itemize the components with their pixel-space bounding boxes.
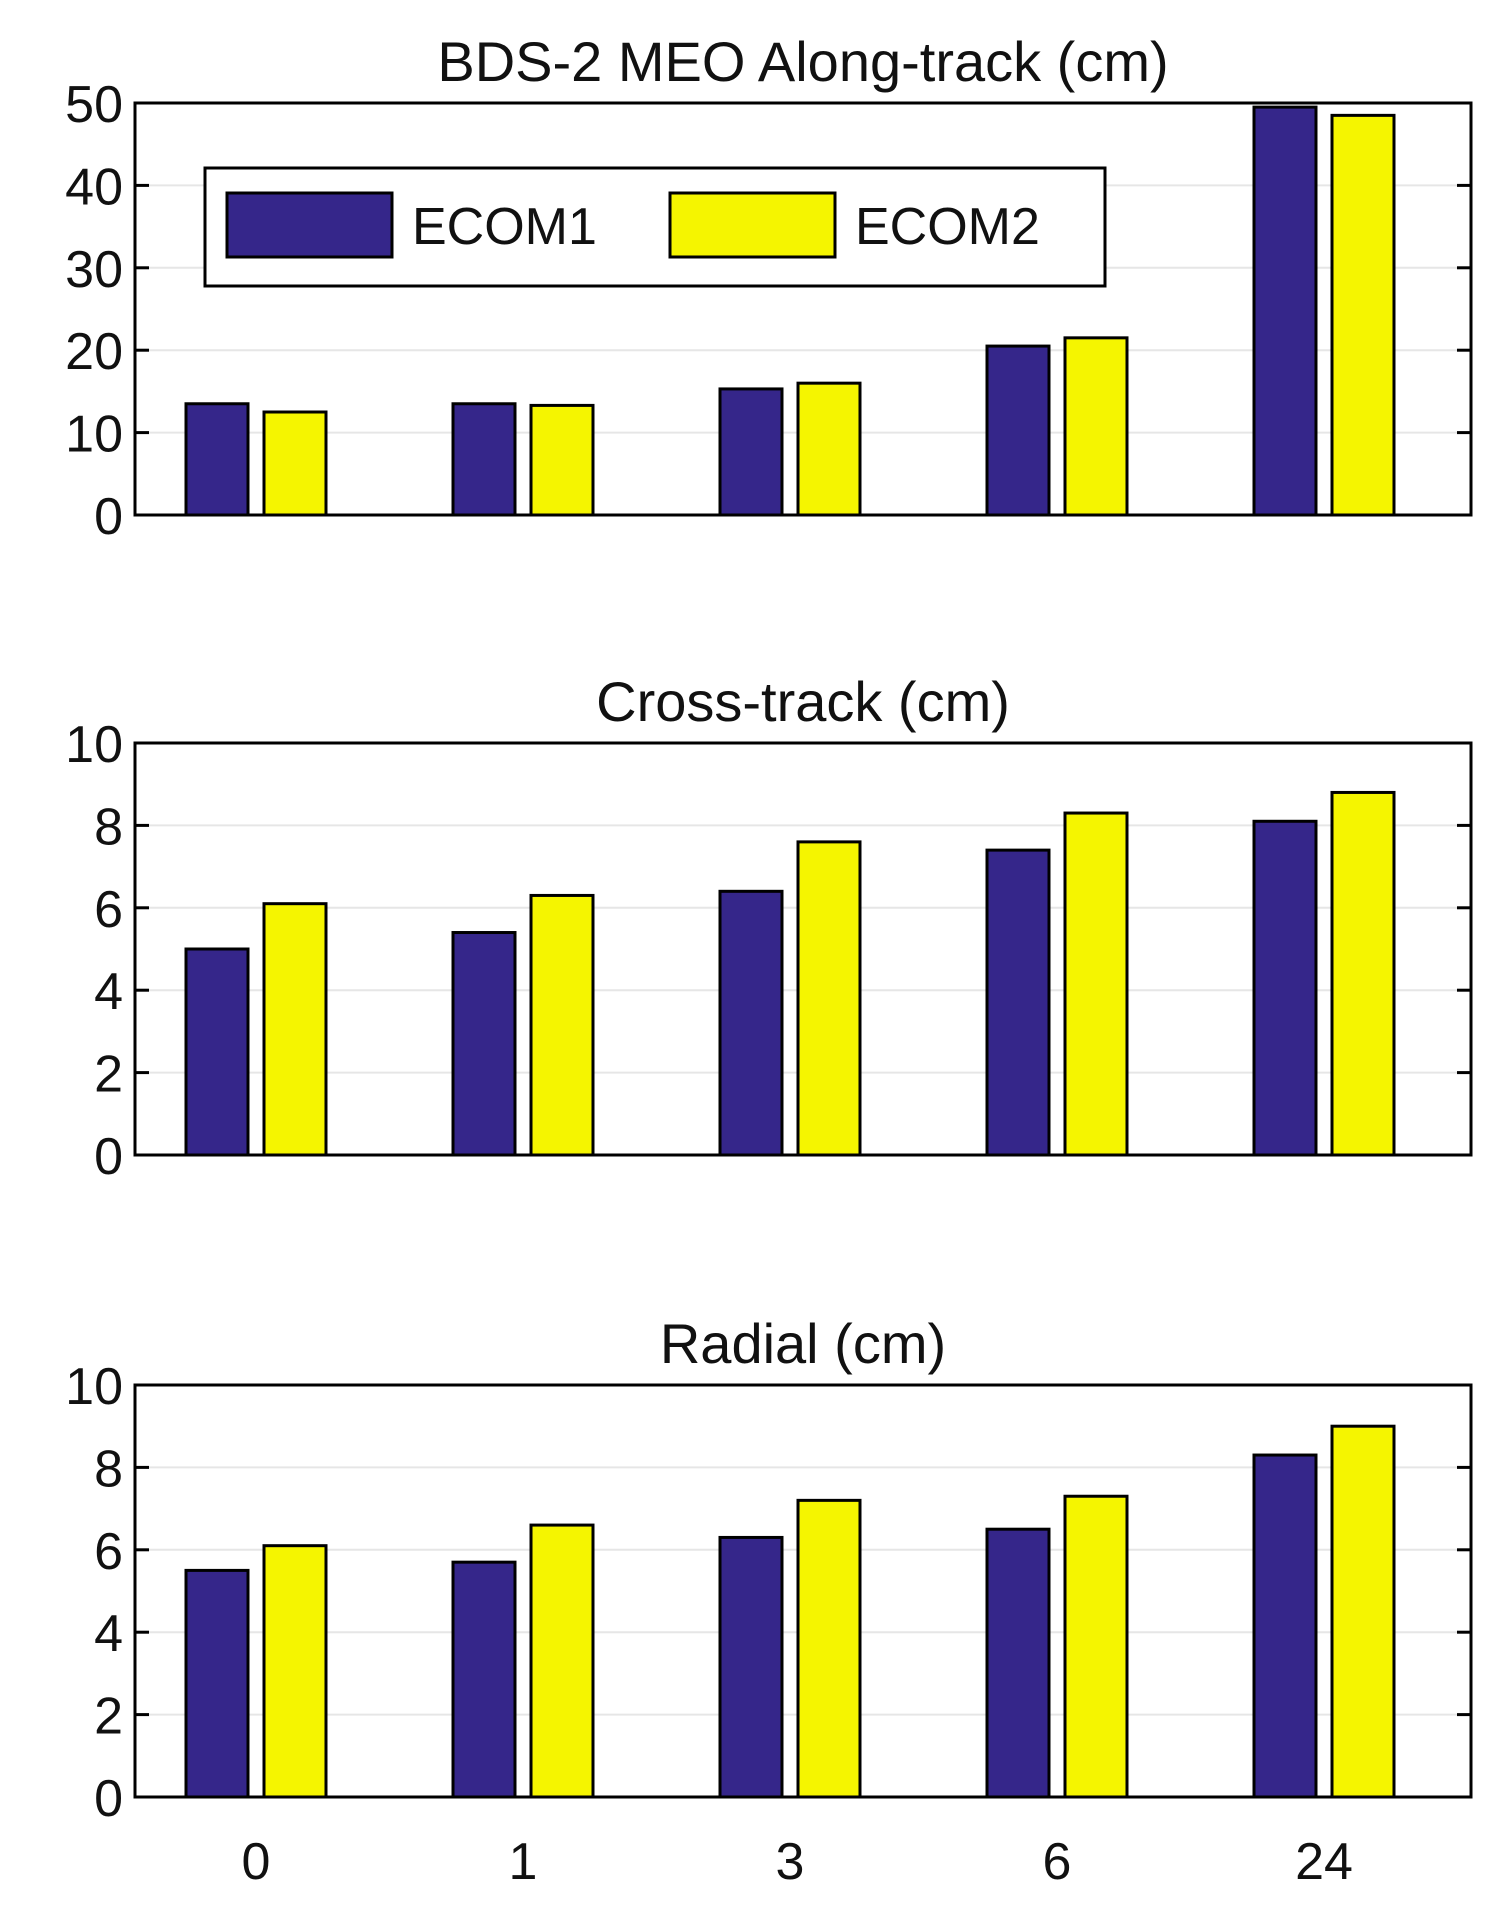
plot-border bbox=[133, 741, 1473, 1157]
x-tick-label: 24 bbox=[1295, 1833, 1353, 1891]
y-tick-label: 0 bbox=[94, 1128, 123, 1186]
y-tick-label: 2 bbox=[94, 1046, 123, 1104]
y-tick-label: 10 bbox=[65, 1358, 123, 1416]
y-tick-label: 40 bbox=[65, 158, 123, 216]
x-tick-label: 6 bbox=[1043, 1833, 1072, 1891]
x-tick-label: 0 bbox=[242, 1833, 271, 1891]
panel-title: BDS-2 MEO Along-track (cm) bbox=[437, 30, 1168, 93]
panel-title: Radial (cm) bbox=[660, 1312, 946, 1375]
bar-ecom1-6 bbox=[985, 344, 1051, 517]
bar-ecom1-6 bbox=[985, 848, 1051, 1157]
panel-title: Cross-track (cm) bbox=[596, 670, 1010, 733]
bar-ecom1-24 bbox=[1252, 105, 1318, 517]
bar-ecom1-6 bbox=[985, 1527, 1051, 1799]
bar-ecom2-1 bbox=[529, 893, 595, 1157]
bar-ecom2-0 bbox=[262, 902, 328, 1157]
bar-ecom2-6 bbox=[1063, 336, 1129, 517]
bar-ecom2-6 bbox=[1063, 811, 1129, 1157]
y-tick-label: 8 bbox=[94, 798, 123, 856]
bar-ecom1-0 bbox=[184, 1568, 250, 1799]
bar-ecom2-24 bbox=[1330, 790, 1396, 1157]
plot-border bbox=[133, 101, 1473, 517]
bar-ecom1-3 bbox=[718, 1535, 784, 1799]
bar-ecom2-3 bbox=[796, 1498, 862, 1799]
bar-ecom2-1 bbox=[529, 403, 595, 517]
x-tick-label: 3 bbox=[776, 1833, 805, 1891]
y-tick-label: 20 bbox=[65, 323, 123, 381]
bar-ecom1-0 bbox=[184, 947, 250, 1157]
bar-ecom1-0 bbox=[184, 402, 250, 517]
y-tick-label: 8 bbox=[94, 1440, 123, 1498]
bar-ecom2-3 bbox=[796, 381, 862, 517]
legend-label-ecom2: ECOM2 bbox=[855, 198, 1040, 256]
bar-ecom2-24 bbox=[1330, 113, 1396, 517]
x-tick-label: 1 bbox=[509, 1833, 538, 1891]
y-tick-label: 10 bbox=[65, 716, 123, 774]
chart-panel-2: Cross-track (cm) 0 2 4 6 8 10 bbox=[65, 670, 1473, 1186]
y-tick-label: 4 bbox=[94, 1605, 123, 1663]
bar-ecom2-0 bbox=[262, 1544, 328, 1799]
legend-swatch-ecom2 bbox=[668, 191, 837, 259]
bar-ecom2-6 bbox=[1063, 1494, 1129, 1799]
bar-ecom1-3 bbox=[718, 387, 784, 517]
y-tick-label: 4 bbox=[94, 963, 123, 1021]
chart-panel-1: BDS-2 MEO Along-track (cm) 0 10 20 30 40 50 ECO… bbox=[65, 30, 1473, 546]
bar-ecom1-1 bbox=[451, 1560, 517, 1799]
bar-ecom1-1 bbox=[451, 931, 517, 1157]
legend: ECOM1 ECOM2 bbox=[203, 166, 1107, 288]
bar-ecom2-3 bbox=[796, 840, 862, 1157]
bar-ecom2-24 bbox=[1330, 1424, 1396, 1799]
y-tick-label: 50 bbox=[65, 76, 123, 134]
bar-ecom2-0 bbox=[262, 410, 328, 517]
y-tick-label: 30 bbox=[65, 241, 123, 299]
y-tick-label: 6 bbox=[94, 1523, 123, 1581]
plot-border bbox=[133, 1383, 1473, 1799]
bar-ecom1-24 bbox=[1252, 1453, 1318, 1799]
y-tick-label: 0 bbox=[94, 488, 123, 546]
y-tick-label: 2 bbox=[94, 1688, 123, 1746]
bar-ecom1-3 bbox=[718, 889, 784, 1157]
bar-ecom1-24 bbox=[1252, 819, 1318, 1157]
bar-ecom2-1 bbox=[529, 1523, 595, 1799]
legend-label-ecom1: ECOM1 bbox=[412, 198, 597, 256]
y-tick-label: 6 bbox=[94, 881, 123, 939]
y-tick-label: 10 bbox=[65, 406, 123, 464]
y-tick-label: 0 bbox=[94, 1770, 123, 1828]
bar-ecom1-1 bbox=[451, 402, 517, 517]
legend-swatch-ecom1 bbox=[225, 191, 394, 259]
